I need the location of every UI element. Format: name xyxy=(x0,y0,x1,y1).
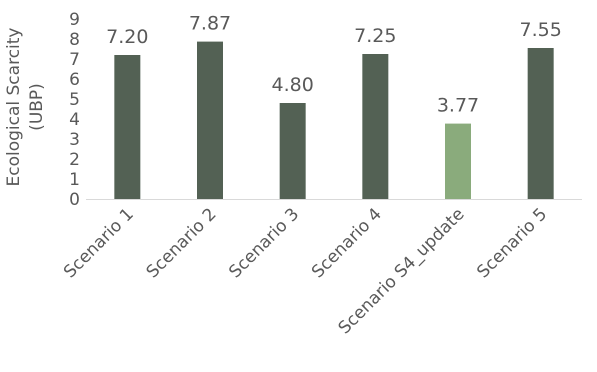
data-label-4: 7.25 xyxy=(354,25,396,47)
bar-4 xyxy=(362,54,389,199)
bar-5 xyxy=(445,123,471,199)
y-tick-label: 3 xyxy=(69,130,80,150)
bar-2 xyxy=(197,41,223,199)
y-tick-label: 5 xyxy=(69,90,80,110)
category-label-4: Scenario 4 xyxy=(308,204,386,282)
bar-1 xyxy=(114,55,141,199)
bar-3 xyxy=(279,103,306,199)
category-label-1: Scenario 1 xyxy=(60,204,138,282)
y-axis-title: Ecological Scarcity (UBP) xyxy=(4,28,47,187)
y-tick-label: 7 xyxy=(69,50,80,70)
data-label-3: 4.80 xyxy=(272,74,314,96)
data-labels: 7.20 7.87 4.80 7.25 3.77 7.55 xyxy=(106,13,562,117)
y-tick-label: 4 xyxy=(69,110,80,130)
y-tick-label: 2 xyxy=(69,150,80,170)
y-tick-label: 6 xyxy=(69,70,80,90)
y-tick-label: 1 xyxy=(69,170,80,190)
category-label-3: Scenario 3 xyxy=(225,204,303,282)
bar-6 xyxy=(527,48,554,199)
data-label-2: 7.87 xyxy=(189,13,231,35)
data-label-6: 7.55 xyxy=(520,19,562,41)
category-label-6: Scenario 5 xyxy=(473,204,551,282)
category-label-2: Scenario 2 xyxy=(143,204,221,282)
data-label-1: 7.20 xyxy=(106,26,148,48)
y-axis-title-line2: (UBP) xyxy=(27,83,47,131)
y-axis-title-line1: Ecological Scarcity xyxy=(4,28,24,187)
bars xyxy=(114,41,554,199)
category-labels: Scenario 1 Scenario 2 Scenario 3 Scenario 4… xyxy=(60,204,551,338)
y-tick-label: 0 xyxy=(69,190,80,210)
data-label-5: 3.77 xyxy=(437,95,479,117)
y-tick-label: 9 xyxy=(69,10,80,30)
y-tick-label: 8 xyxy=(69,30,80,50)
